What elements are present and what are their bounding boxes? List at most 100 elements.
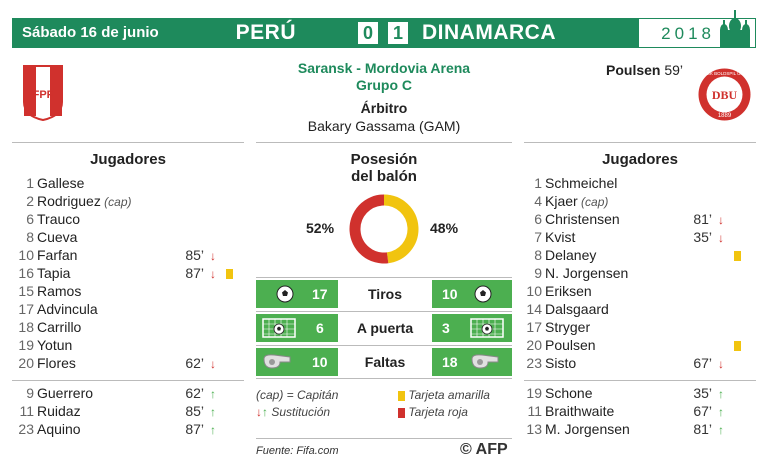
player-row: 7 Kvist 35’ ↓ (520, 229, 740, 247)
player-row: 9 N. Jorgensen (520, 265, 740, 283)
dbu-logo: DBU 1889 DANSK BOLDSPIL UNION (697, 68, 752, 121)
separator (256, 378, 512, 379)
referee-name-line: Bakary Gassama (GAM) (256, 118, 512, 134)
player-number: 17 (526, 319, 542, 335)
yellow-card-icon (398, 390, 405, 401)
arrow-down-icon: ↓ (718, 231, 724, 245)
sub-minute: 87’ (185, 421, 204, 437)
player-name: Delaney (545, 247, 597, 263)
sub-minute: 81’ (693, 211, 712, 227)
player-number: 11 (527, 403, 542, 419)
arrow-up-icon: ↑ (262, 405, 268, 419)
player-row: 20 Poulsen (520, 337, 741, 355)
player-number: 1 (534, 175, 542, 191)
subs-divider (524, 380, 756, 381)
sub-minute: 35’ (693, 229, 712, 245)
player-row: 4 Kjaer (cap) (520, 193, 740, 211)
player-name: Tapia (37, 265, 71, 281)
sub-minute: 67’ (693, 355, 712, 371)
yellow-card-icon (734, 341, 741, 351)
player-number: 8 (26, 229, 34, 245)
away-possession: 48% (430, 220, 459, 236)
home-stat-value: 6 (316, 320, 324, 336)
home-stat-value: 17 (312, 286, 328, 302)
home-players-title: Jugadores (90, 151, 166, 168)
arrow-down-icon: ↓ (210, 267, 216, 281)
whistle-icon (470, 352, 500, 375)
player-row: 19 Schone 35’ ↑ (520, 385, 740, 403)
fpf-logo: FPF (23, 65, 63, 122)
captain-mark: (cap) (100, 195, 132, 209)
player-name: Guerrero (37, 385, 94, 401)
player-name: Stryger (545, 319, 591, 335)
player-row: 18 Carrillo (12, 319, 232, 337)
player-row: 23 Aquino 87’ ↑ (12, 421, 232, 439)
home-possession-arc (349, 194, 389, 264)
player-name: Advincula (37, 301, 98, 317)
legend-red: Tarjeta roja (398, 405, 468, 419)
match-date: Sábado 16 de junio (22, 24, 159, 41)
player-name: Poulsen (545, 337, 596, 353)
player-number: 9 (26, 385, 34, 401)
player-row: 16 Tapia 87’ ↓ (12, 265, 233, 283)
scorer-minute: 59’ (664, 62, 684, 78)
sub-minute: 85’ (185, 403, 204, 419)
player-number: 16 (18, 265, 34, 281)
player-number: 18 (18, 319, 34, 335)
legend-yellow-text: Tarjeta amarilla (408, 388, 490, 402)
sub-minute: 35’ (693, 385, 712, 401)
yellow-card-icon (734, 251, 741, 261)
player-name: Aquino (37, 421, 81, 437)
possession-donut (349, 194, 419, 264)
stat-row: 17 Tiros 10 (256, 280, 512, 308)
player-name: Kjaer (cap) (545, 193, 609, 209)
player-name: Christensen (545, 211, 620, 227)
player-name: Flores (37, 355, 76, 371)
player-row: 8 Cueva (12, 229, 232, 247)
legend-sub: ↓↑ Sustitución (256, 405, 330, 419)
player-number: 10 (526, 283, 542, 299)
whistle-icon (262, 352, 292, 375)
stat-label: A puerta (356, 320, 414, 336)
legend-cap: (cap) = Capitán (256, 388, 339, 402)
player-row: 15 Ramos (12, 283, 232, 301)
arrow-up-icon: ↑ (718, 423, 724, 437)
separator (256, 142, 512, 143)
home-team-name: PERÚ (235, 21, 296, 44)
goal-icon (470, 318, 504, 343)
player-name: Ruidaz (37, 403, 81, 419)
group: Grupo C (356, 77, 412, 93)
home-stat-value: 10 (312, 354, 328, 370)
home-score: 0 (358, 22, 378, 44)
player-number: 10 (18, 247, 34, 263)
ball-icon (276, 285, 294, 308)
player-name: Gallese (37, 175, 85, 191)
player-row: 14 Dalsgaard (520, 301, 740, 319)
player-number: 15 (18, 283, 34, 299)
player-name: Schone (545, 385, 593, 401)
arrow-up-icon: ↑ (210, 423, 216, 437)
dbu-logo-ring-text: DANSK BOLDSPIL UNION (697, 71, 751, 76)
captain-mark: (cap) (577, 195, 609, 209)
arrow-down-icon: ↓ (210, 249, 216, 263)
fpf-logo-text: FPF (33, 89, 54, 101)
player-row: 6 Christensen 81’ ↓ (520, 211, 740, 229)
separator (256, 345, 512, 346)
player-number: 11 (19, 403, 34, 419)
player-number: 8 (534, 247, 542, 263)
player-number: 6 (534, 211, 542, 227)
stat-row: 6 A puerta 3 (256, 314, 512, 342)
sub-minute: 62’ (185, 355, 204, 371)
player-row: 19 Yotun (12, 337, 232, 355)
player-row: 2 Rodriguez (cap) (12, 193, 232, 211)
player-row: 17 Stryger (520, 319, 740, 337)
player-name: Dalsgaard (545, 301, 609, 317)
player-name: Schmeichel (545, 175, 618, 191)
referee-name: Bakary Gassama (307, 118, 416, 134)
possession-title-line1: Posesión (350, 151, 418, 168)
player-number: 19 (18, 337, 34, 353)
player-name: N. Jorgensen (545, 265, 629, 281)
player-name: Trauco (37, 211, 81, 227)
separator (256, 311, 512, 312)
player-name: Yotun (37, 337, 73, 353)
